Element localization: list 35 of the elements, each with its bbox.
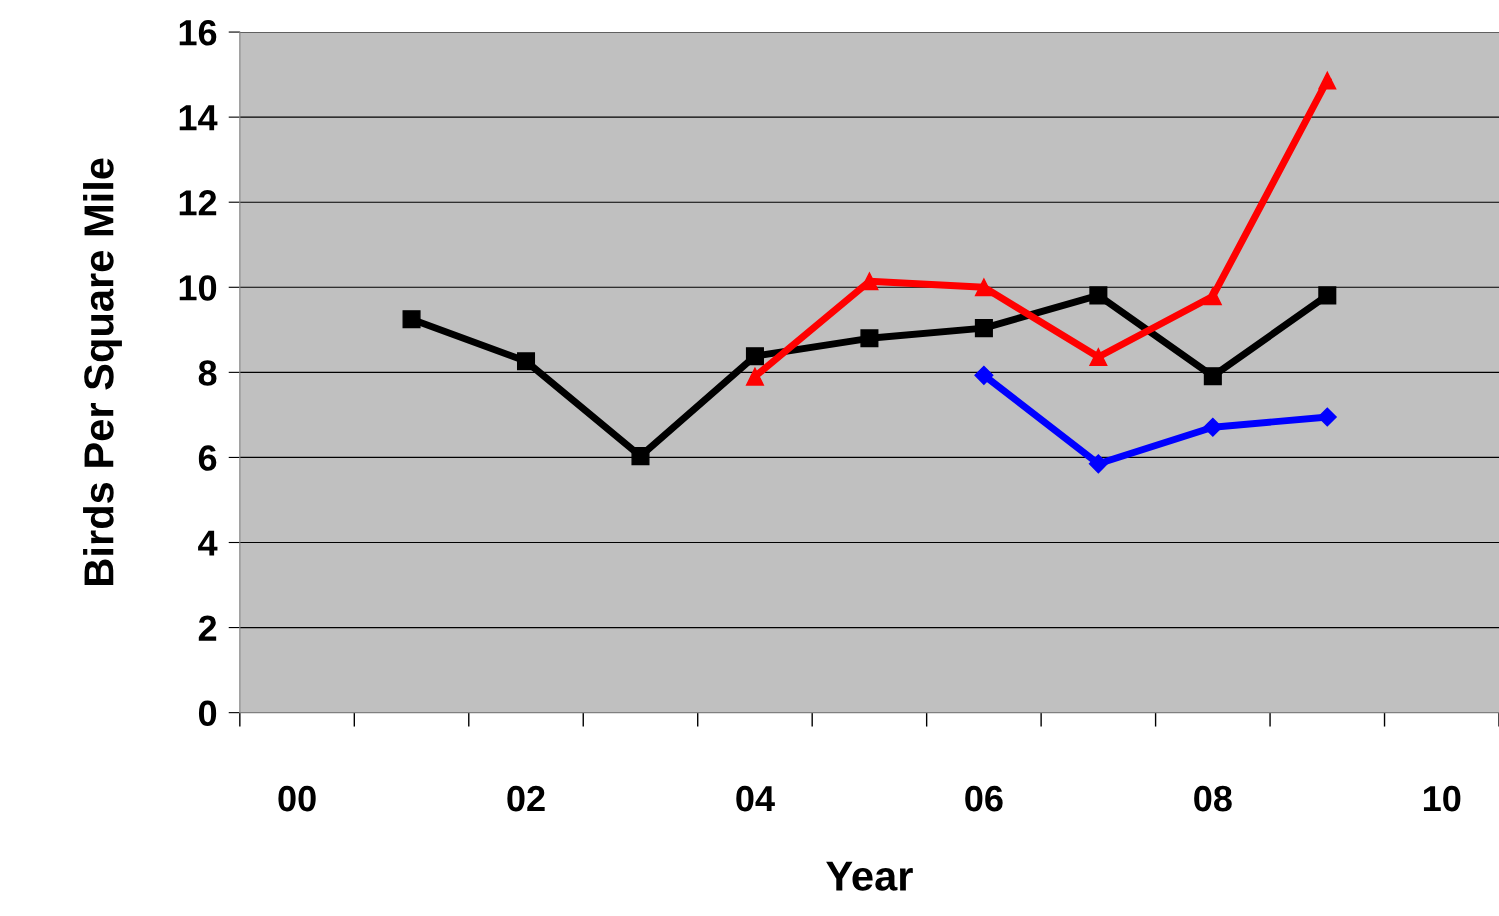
point xyxy=(1203,287,1222,306)
point xyxy=(1317,407,1337,427)
y-tick-label: 8 xyxy=(198,360,217,386)
x-tick-label: 00 xyxy=(278,785,316,812)
y-tick-label: 14 xyxy=(179,105,218,131)
point xyxy=(745,347,764,366)
x-tick-label: 02 xyxy=(507,785,545,812)
y-tick-label: 12 xyxy=(179,190,217,216)
y-tick-label: 16 xyxy=(179,19,217,46)
point xyxy=(516,352,536,371)
point xyxy=(1088,454,1108,474)
x-tick-label: 08 xyxy=(1194,785,1232,812)
point xyxy=(1318,286,1337,305)
point xyxy=(1203,417,1223,437)
point xyxy=(631,447,650,466)
point xyxy=(974,319,993,338)
x-tick-label: 10 xyxy=(1423,785,1461,812)
point xyxy=(860,329,879,348)
y-tick-label: 10 xyxy=(179,275,217,301)
point xyxy=(974,365,994,385)
y-tick-label: 2 xyxy=(198,615,217,641)
point xyxy=(745,367,764,386)
y-tick-label: 0 xyxy=(198,700,217,727)
point xyxy=(1318,71,1337,90)
point xyxy=(974,278,993,297)
x-axis-title: Year xyxy=(826,861,913,891)
point xyxy=(1089,348,1108,367)
y-tick-label: 6 xyxy=(198,445,217,471)
point xyxy=(1203,367,1222,386)
y-axis-title: Birds Per Square Mile xyxy=(83,158,122,585)
x-tick-label: 06 xyxy=(965,785,1003,812)
y-tick-label: 4 xyxy=(198,530,218,556)
x-tick-label: 04 xyxy=(736,785,775,812)
point xyxy=(402,310,421,329)
point xyxy=(1089,286,1108,305)
